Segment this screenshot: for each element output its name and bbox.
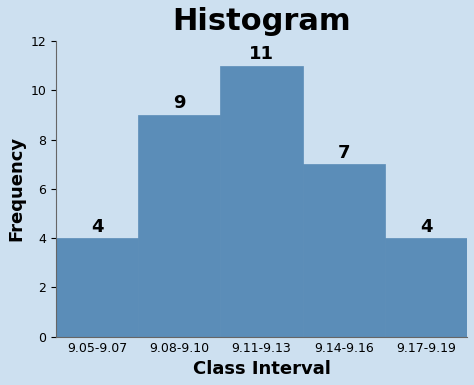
Bar [220,66,303,336]
Text: 9: 9 [173,94,186,112]
Text: 7: 7 [337,144,350,162]
Text: 11: 11 [249,45,274,63]
Title: Histogram: Histogram [172,7,351,36]
Bar [385,238,467,336]
Y-axis label: Frequency: Frequency [7,136,25,241]
Bar [138,115,220,336]
Bar [303,164,385,336]
X-axis label: Class Interval: Class Interval [192,360,330,378]
Text: 4: 4 [91,218,103,236]
Text: 4: 4 [419,218,432,236]
Bar [56,238,138,336]
